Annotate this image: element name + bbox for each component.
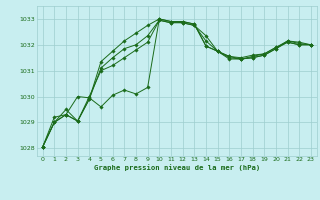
X-axis label: Graphe pression niveau de la mer (hPa): Graphe pression niveau de la mer (hPa) — [94, 164, 260, 171]
